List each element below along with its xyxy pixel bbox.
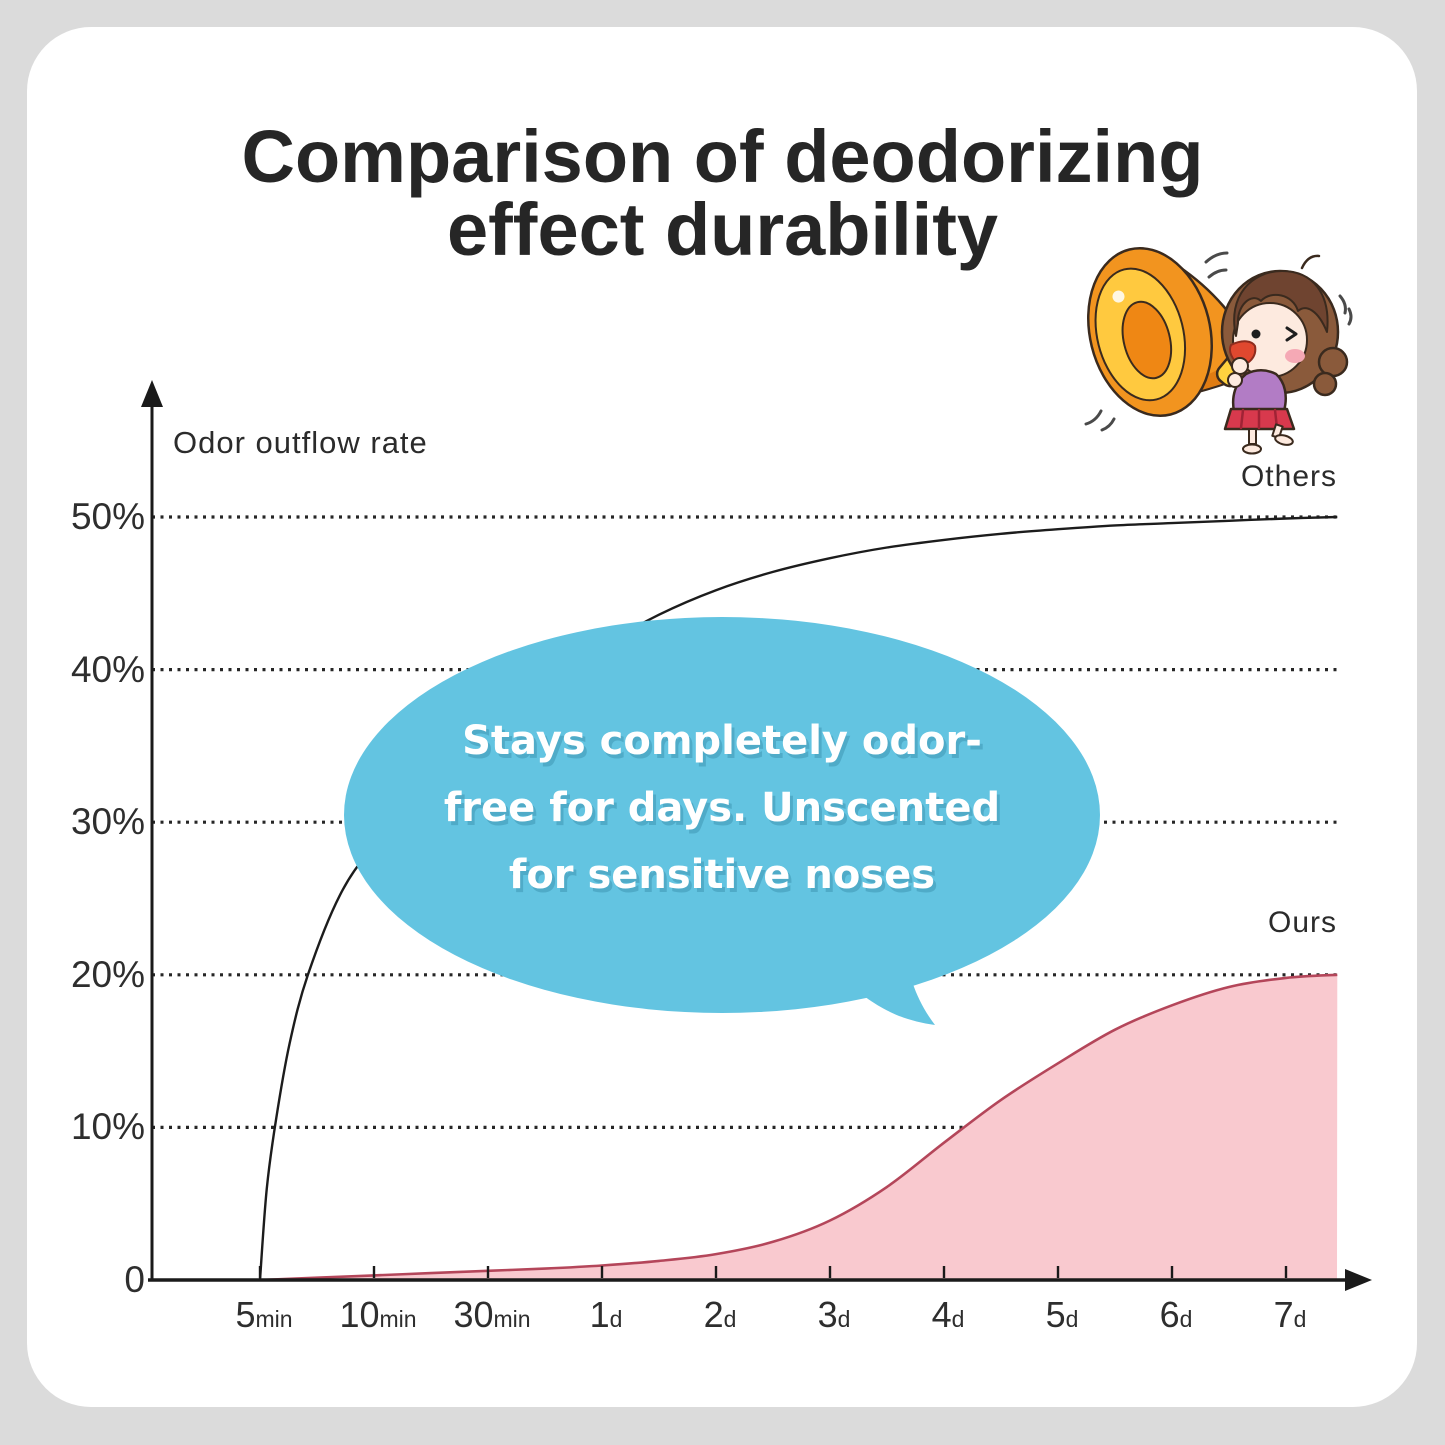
x-tick-label-10min: 10min	[339, 1294, 416, 1336]
x-tick-unit: d	[1065, 1306, 1079, 1332]
x-axis-arrowhead	[1345, 1269, 1372, 1291]
bubble-text-line-3: for sensitive noses	[508, 852, 936, 898]
x-tick-label-1d: 1d	[590, 1294, 623, 1336]
x-tick-number: 4	[931, 1294, 952, 1335]
y-tick-label-40%: 40%	[70, 649, 145, 690]
x-tick-number: 10	[339, 1294, 380, 1335]
x-tick-number: 6	[1159, 1294, 1180, 1335]
x-tick-label-5min: 5min	[235, 1294, 292, 1336]
series-label-others: Others	[1240, 460, 1337, 493]
page-title: Comparison of deodorizing effect durabil…	[0, 115, 1445, 271]
x-tick-number: 5	[235, 1294, 256, 1335]
y-tick-label-30%: 30%	[70, 801, 145, 842]
x-tick-unit: d	[837, 1306, 851, 1332]
ours-curve	[259, 973, 1338, 1282]
annotation-bubble-text: Stays completely odor-free for days. Uns…	[362, 708, 1082, 909]
title-line-2: effect durability	[447, 188, 998, 271]
x-tick-number: 1	[589, 1294, 610, 1335]
title-line-1: Comparison of deodorizing	[241, 115, 1204, 198]
series-label-ours: Ours	[1267, 906, 1337, 939]
annotation-bubble	[344, 617, 1100, 1013]
girl-sweater	[1231, 369, 1287, 413]
x-tick-number: 7	[1273, 1294, 1294, 1335]
others-curve	[258, 515, 1338, 1281]
x-tick-unit: d	[1179, 1306, 1193, 1332]
bubble-text-line-2: free for days. Unscented	[443, 785, 1001, 831]
ours-area-fill	[260, 974, 1338, 1280]
girl-hand	[1231, 357, 1249, 375]
x-tick-label-6d: 6d	[1160, 1294, 1193, 1336]
x-tick-unit: d	[609, 1306, 623, 1332]
x-tick-label-5d: 5d	[1046, 1294, 1079, 1336]
girl	[1220, 254, 1353, 455]
x-tick-unit: d	[723, 1306, 737, 1332]
y-axis-arrowhead	[141, 380, 163, 407]
x-tick-number: 2	[703, 1294, 724, 1335]
girl-eye	[1251, 329, 1261, 339]
x-tick-label-7d: 7d	[1274, 1294, 1307, 1336]
girl-blush	[1285, 349, 1305, 363]
x-tick-label-2d: 2d	[704, 1294, 737, 1336]
x-tick-number: 30	[453, 1294, 494, 1335]
y-tick-label-0: 0	[124, 1259, 145, 1300]
y-tick-label-10%: 10%	[70, 1106, 145, 1147]
bubble-text-line-1: Stays completely odor-	[462, 718, 982, 764]
x-tick-label-3d: 3d	[818, 1294, 851, 1336]
y-tick-label-20%: 20%	[70, 954, 145, 995]
girl-wink-eye	[1285, 326, 1298, 342]
x-tick-number: 5	[1045, 1294, 1066, 1335]
x-tick-label-4d: 4d	[932, 1294, 965, 1336]
x-tick-unit: min	[255, 1306, 293, 1332]
x-tick-label-30min: 30min	[453, 1294, 530, 1336]
x-tick-unit: min	[379, 1306, 417, 1332]
y-axis-annotation: Odor outflow rate	[173, 425, 428, 460]
y-tick-label-50%: 50%	[70, 496, 145, 537]
x-tick-unit: min	[493, 1306, 531, 1332]
x-tick-unit: d	[951, 1306, 965, 1332]
x-tick-number: 3	[817, 1294, 838, 1335]
megaphone	[1084, 247, 1264, 432]
x-tick-unit: d	[1293, 1306, 1307, 1332]
